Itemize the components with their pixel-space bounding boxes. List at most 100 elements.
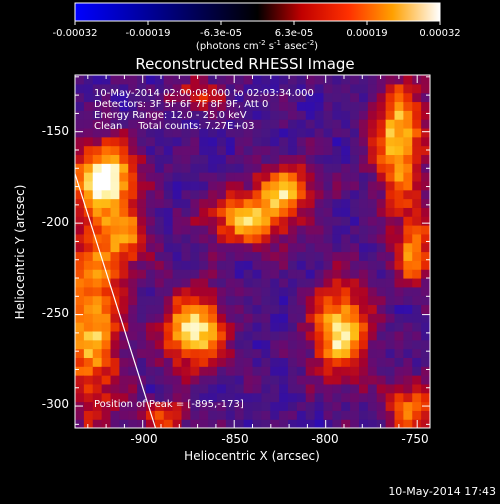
heatmap-cell (225, 216, 236, 226)
heatmap-cell (305, 322, 316, 332)
heatmap-cell (394, 269, 404, 279)
heatmap-cell (137, 225, 147, 235)
heatmap-cell (332, 119, 342, 129)
heatmap-cell (296, 119, 307, 129)
heatmap-cell (385, 101, 396, 111)
heatmap-cell (376, 216, 387, 226)
heatmap-cell (83, 136, 94, 147)
heatmap-cell (190, 357, 200, 367)
heatmap-cell (172, 198, 183, 208)
heatmap-cell (403, 110, 413, 120)
heatmap-cell (154, 392, 165, 403)
heatmap-cell (332, 163, 342, 173)
heatmap-cell (190, 286, 200, 297)
heatmap-cell (341, 233, 351, 244)
heatmap-cell (279, 357, 289, 367)
heatmap-cell (217, 410, 227, 420)
heatmap-cell (75, 260, 85, 270)
heatmap-cell (119, 392, 129, 403)
heatmap-cell (137, 233, 147, 244)
heatmap-cell (305, 401, 316, 411)
heatmap-cell (225, 172, 236, 182)
heatmap-cell (341, 83, 351, 94)
heatmap-cell (394, 277, 404, 288)
heatmap-cell (323, 313, 333, 323)
heatmap-cell (190, 119, 200, 129)
heatmap-cell (128, 216, 138, 226)
heatmap-cell (305, 180, 316, 191)
heatmap-cell (75, 348, 85, 358)
heatmap-cell (208, 251, 218, 261)
heatmap-cell (119, 375, 129, 385)
heatmap-cell (217, 101, 227, 111)
heatmap-cell (296, 286, 307, 297)
heatmap-cell (128, 83, 138, 94)
heatmap-cell (163, 277, 174, 288)
heatmap-cell (270, 154, 280, 164)
heatmap-cell (350, 366, 360, 376)
heatmap-cell (350, 339, 360, 350)
heatmap-cell (403, 313, 413, 323)
heatmap-cell (146, 180, 156, 191)
heatmap-cell (128, 410, 138, 420)
heatmap-cell (234, 163, 245, 173)
heatmap-cell (128, 198, 138, 208)
heatmap-cell (92, 92, 103, 103)
heatmap-cell (208, 110, 218, 120)
heatmap-cell (403, 339, 413, 350)
heatmap-cell (243, 269, 254, 279)
heatmap-cell (270, 251, 280, 261)
heatmap-cell (412, 198, 422, 208)
heatmap-cell (350, 304, 360, 314)
heatmap-cell (359, 313, 369, 323)
heatmap-cell (270, 233, 280, 244)
heatmap-cell (110, 383, 120, 394)
heatmap-cell (163, 295, 174, 306)
heatmap-cell (92, 313, 103, 323)
heatmap-cell (252, 348, 262, 358)
heatmap-cell (75, 269, 85, 279)
heatmap-cell (323, 286, 333, 297)
heatmap-cell (199, 313, 209, 323)
heatmap-cell (119, 313, 129, 323)
heatmap-cell (421, 92, 430, 103)
heatmap-cell (75, 163, 85, 173)
heatmap-cell (181, 330, 191, 341)
heatmap-cell (128, 313, 138, 323)
heatmap-cell (217, 383, 227, 394)
heatmap-cell (154, 419, 165, 428)
heatmap-cell (305, 277, 316, 288)
heatmap-cell (385, 154, 396, 164)
heatmap-cell (137, 330, 147, 341)
heatmap-cell (314, 410, 325, 420)
heatmap-cell (279, 75, 289, 85)
heatmap-cell (172, 101, 183, 111)
heatmap-cell (403, 101, 413, 111)
heatmap-cell (296, 83, 307, 94)
heatmap-cell (208, 163, 218, 173)
heatmap-cell (421, 269, 430, 279)
heatmap-cell (412, 313, 422, 323)
heatmap-cell (394, 313, 404, 323)
heatmap-cell (341, 419, 351, 428)
heatmap-cell (332, 383, 342, 394)
heatmap-cell (261, 286, 271, 297)
heatmap-cell (252, 410, 262, 420)
heatmap-cell (225, 322, 236, 332)
heatmap-cell (190, 110, 200, 120)
heatmap-cell (217, 145, 227, 156)
heatmap-cell (137, 180, 147, 191)
heatmap-cell (296, 269, 307, 279)
heatmap-cell (208, 269, 218, 279)
heatmap-cell (217, 75, 227, 85)
heatmap-cell (296, 322, 307, 332)
heatmap-cell (350, 410, 360, 420)
heatmap-cell (403, 392, 413, 403)
heatmap-cell (296, 207, 307, 217)
heatmap-cell (252, 216, 262, 226)
heatmap-cell (305, 198, 316, 208)
heatmap-cell (75, 216, 85, 226)
heatmap-cell (350, 419, 360, 428)
heatmap-cell (172, 136, 183, 147)
heatmap-cell (190, 83, 200, 94)
